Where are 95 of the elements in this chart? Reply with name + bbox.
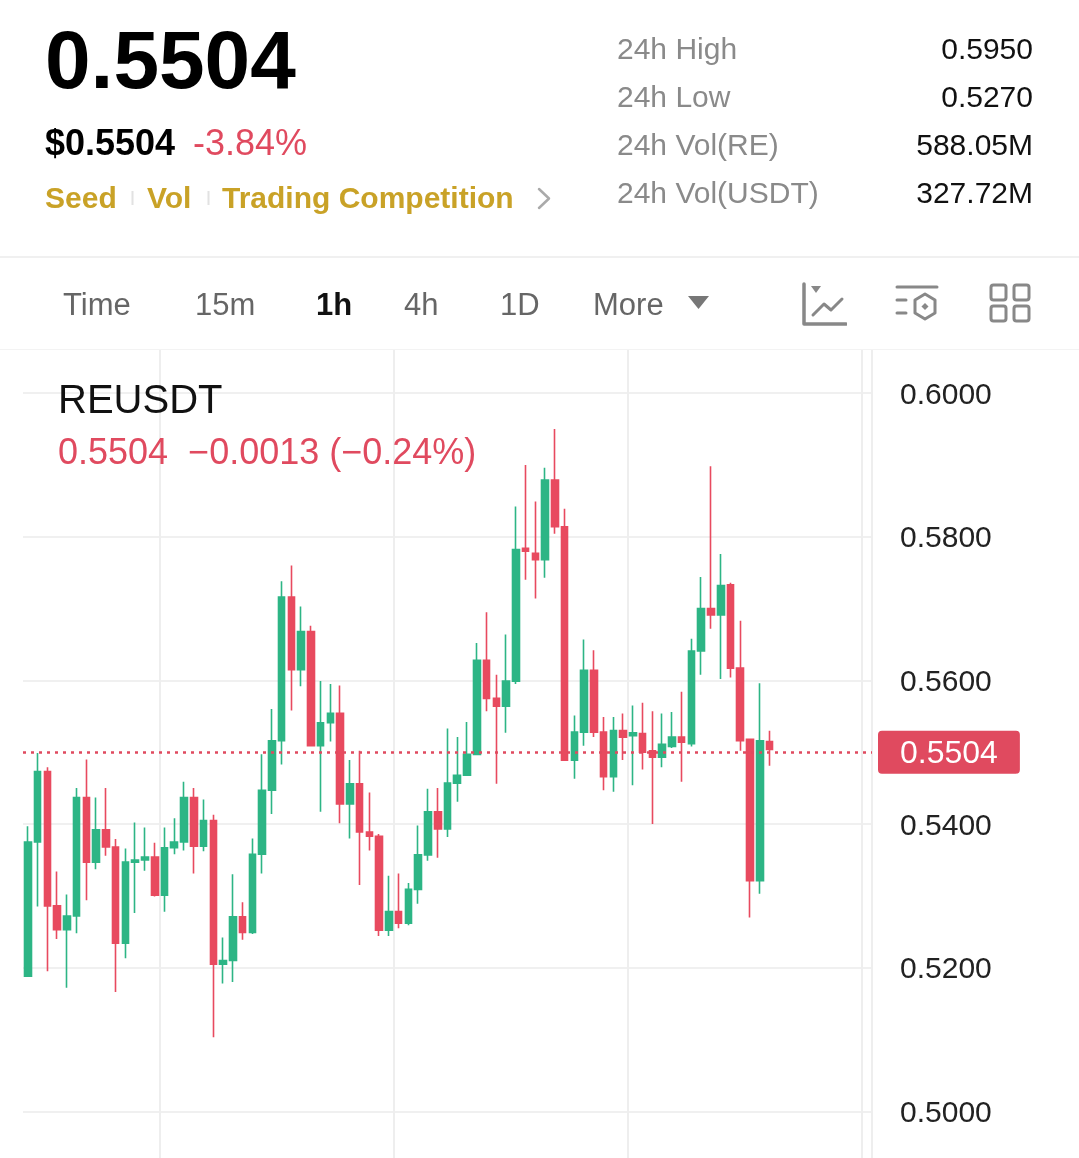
candlestick [404, 882, 413, 927]
candlestick [384, 874, 394, 937]
text: 0.5504 [45, 14, 296, 105]
text: Vol [147, 181, 192, 214]
candlestick [657, 712, 667, 769]
candlestick [413, 824, 423, 905]
text: $0.5504 [45, 122, 176, 163]
candlestick [23, 825, 33, 978]
candlestick [609, 716, 618, 793]
candlestick [238, 901, 247, 941]
candlestick [111, 838, 120, 993]
candlestick [667, 711, 677, 749]
candlestick [160, 826, 169, 913]
candlestick [394, 872, 403, 929]
candlestick [501, 633, 511, 734]
y-tick-label: 0.6000 [900, 376, 992, 410]
candlestick [33, 752, 42, 908]
candlestick [218, 936, 228, 985]
text: 4h [404, 286, 439, 322]
candlestick [755, 682, 765, 895]
candlestick [130, 821, 140, 914]
candlestick [199, 798, 208, 853]
candlestick [687, 637, 696, 748]
text: Seed [45, 181, 117, 214]
candlestick [365, 791, 374, 852]
candlestick [150, 841, 160, 898]
candlestick [72, 787, 81, 934]
candlestick [443, 727, 452, 838]
candlestick [511, 505, 521, 685]
y-tick-label: 0.5200 [900, 951, 992, 985]
candlestick [169, 817, 179, 855]
text: 24h Low [617, 80, 731, 113]
candlestick [726, 581, 735, 679]
candlestick [452, 736, 462, 803]
text: 24h Vol(USDT) [617, 176, 819, 209]
text: Trading Competition [222, 181, 514, 214]
text: 1D [500, 286, 540, 322]
candlestick [189, 787, 199, 875]
candlestick [706, 465, 716, 630]
y-tick-label: 0.5800 [900, 520, 992, 554]
text: 0.5270 [941, 80, 1033, 113]
candlestick [121, 847, 130, 960]
candlestick [296, 605, 306, 687]
text: 24h Vol(RE) [617, 128, 779, 161]
candlestick [52, 870, 62, 940]
y-tick-label: 0.5600 [900, 663, 992, 697]
candlestick [326, 683, 335, 743]
candlestick [716, 553, 726, 680]
candlestick [570, 714, 579, 780]
candlestick [462, 721, 472, 777]
candlestick [433, 787, 443, 859]
candlestick [472, 642, 482, 756]
candlestick [316, 680, 325, 813]
candlestick [257, 753, 267, 875]
candlestick [228, 873, 238, 983]
text: 24h High [617, 32, 738, 65]
candlestick [140, 826, 150, 872]
text: 1h [316, 286, 353, 322]
candlestick [82, 758, 91, 901]
candlestick [277, 580, 286, 766]
text: 15m [195, 286, 256, 322]
candlestick [101, 787, 111, 857]
candlestick [287, 564, 296, 712]
candlestick [374, 833, 384, 937]
y-tick-label: 0.5000 [900, 1094, 992, 1128]
candlestick [43, 766, 52, 973]
candlestick [91, 796, 101, 871]
candlestick [209, 813, 218, 1039]
candlestick [589, 649, 599, 738]
text: 0.5504 −0.0013 (−0.24%) [58, 430, 477, 472]
ref-line-label: 0.5504 [900, 734, 998, 771]
candlestick [62, 893, 72, 989]
candlestick [267, 708, 277, 815]
text: 327.72M [916, 176, 1033, 209]
candlestick [248, 837, 257, 935]
candlestick [423, 788, 433, 862]
text: 0.5950 [941, 32, 1033, 65]
candlestick [550, 428, 560, 535]
candlestick [482, 611, 491, 713]
candlestick [735, 619, 745, 752]
candlestick [628, 704, 638, 787]
candlestick [306, 625, 316, 747]
text: -3.84% [193, 122, 308, 163]
candlestick [345, 759, 355, 840]
candlestick [579, 638, 589, 747]
text: More [593, 286, 664, 322]
candlestick [696, 576, 706, 676]
text: 588.05M [916, 128, 1033, 161]
candlestick [521, 464, 530, 581]
text: REUSDT [58, 377, 223, 421]
candlestick [540, 466, 550, 579]
y-tick-label: 0.5400 [900, 807, 992, 841]
candlestick [531, 500, 540, 600]
text: Time [63, 286, 131, 322]
candlestick [179, 780, 189, 852]
